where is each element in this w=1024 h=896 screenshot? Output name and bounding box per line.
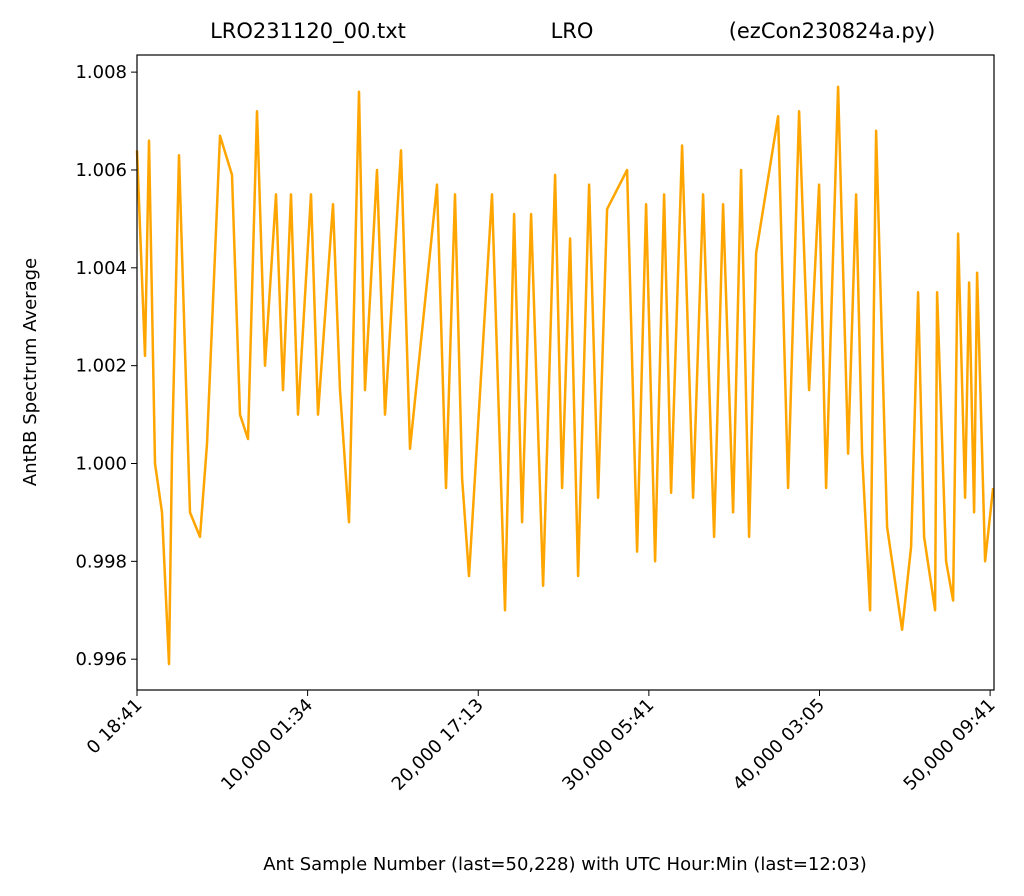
y-tick-label: 0.996 bbox=[75, 649, 127, 670]
x-tick-label: 0 18:41 bbox=[83, 695, 147, 759]
y-tick-label: 1.006 bbox=[75, 160, 127, 181]
y-tick-label: 0.998 bbox=[75, 551, 127, 572]
y-tick-label: 1.002 bbox=[75, 356, 127, 377]
x-tick-label: 10,000 01:34 bbox=[217, 695, 317, 795]
data-line bbox=[135, 85, 995, 666]
title-left: LRO231120_00.txt bbox=[210, 19, 406, 44]
x-tick-label: 20,000 17:13 bbox=[388, 695, 488, 795]
y-tick-label: 1.004 bbox=[75, 258, 127, 279]
y-axis-label: AntRB Spectrum Average bbox=[20, 258, 41, 486]
chart-title: LRO bbox=[551, 19, 594, 43]
y-tick-label: 1.000 bbox=[75, 453, 127, 474]
title-right: (ezCon230824a.py) bbox=[729, 19, 936, 43]
x-tick-label: 40,000 03:05 bbox=[729, 695, 829, 795]
plot-frame bbox=[136, 54, 995, 691]
x-tick-label: 30,000 05:41 bbox=[558, 695, 658, 795]
y-tick-label: 1.008 bbox=[75, 62, 127, 83]
x-axis-label: Ant Sample Number (last=50,228) with UTC… bbox=[263, 854, 867, 875]
x-tick-label: 50,000 09:41 bbox=[900, 695, 1000, 795]
